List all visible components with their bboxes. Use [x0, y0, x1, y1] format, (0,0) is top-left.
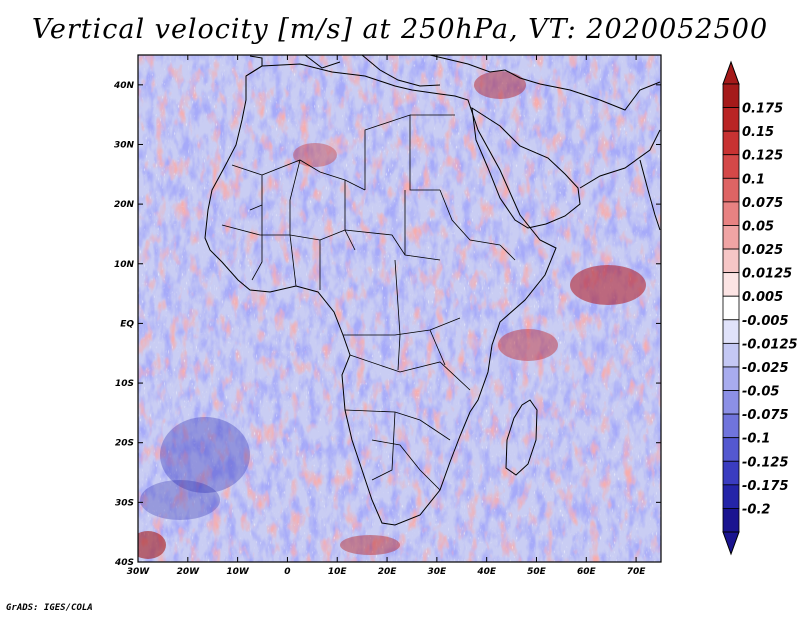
- lat-label: 10N: [114, 260, 135, 270]
- colorbar-swatch: [722, 366, 740, 391]
- colorbar-label: 0.125: [742, 149, 783, 164]
- lat-label: 20N: [114, 200, 135, 210]
- colorbar-label: -0.175: [742, 479, 789, 494]
- lon-label: 10W: [226, 567, 250, 577]
- colorbar-swatch: [722, 484, 740, 509]
- colorbar-swatch: [722, 248, 740, 274]
- strong-ascent-area: [570, 265, 646, 305]
- lon-label: 20W: [177, 567, 201, 577]
- colorbar-swatch: [722, 319, 740, 344]
- colorbar-label: -0.025: [742, 361, 789, 376]
- lat-label: 40S: [114, 558, 134, 568]
- colorbar-label: -0.05: [742, 385, 779, 400]
- velocity-field: [138, 55, 661, 562]
- lat-label: 30S: [115, 498, 134, 508]
- colorbar-swatch: [722, 225, 740, 250]
- colorbar-label: 0.175: [742, 102, 783, 117]
- lon-label: 30W: [127, 567, 151, 577]
- colorbar-swatch: [722, 272, 740, 297]
- colorbar-swatch: [722, 508, 740, 533]
- lon-label: 70E: [627, 567, 647, 577]
- lat-label: 10S: [115, 379, 134, 389]
- lon-label: 50E: [527, 567, 547, 577]
- colorbar-label: 0.05: [742, 219, 774, 234]
- lat-label: 20S: [115, 439, 134, 449]
- colorbar-swatch: [722, 437, 740, 462]
- colorbar-label: 0.025: [742, 243, 783, 258]
- chart-title: Vertical velocity [m/s] at 250hPa, VT: 2…: [31, 14, 769, 45]
- colorbar-label: -0.125: [742, 455, 789, 470]
- descent-swirl: [140, 480, 220, 520]
- colorbar-swatch: [722, 390, 740, 415]
- colorbar-swatch: [722, 83, 740, 108]
- ascent-area: [293, 143, 337, 167]
- colorbar: [722, 60, 740, 556]
- lon-label: 10E: [328, 567, 348, 577]
- colorbar-label: 0.0125: [742, 267, 792, 282]
- coastlines: [204, 55, 661, 526]
- colorbar-swatch: [722, 154, 740, 179]
- colorbar-swatch: [722, 460, 740, 486]
- plot-frame: [137, 54, 662, 563]
- colorbar-swatch: [722, 295, 740, 321]
- ascent-area: [340, 535, 400, 555]
- colorbar-swatch: [722, 130, 740, 156]
- colorbar-label: -0.075: [742, 408, 789, 423]
- colorbar-min-arrow: [722, 531, 740, 556]
- lon-label: 60E: [577, 567, 597, 577]
- colorbar-swatch: [722, 342, 740, 368]
- latitude-labels: 40N 30N 20N 10N EQ 10S 20S 30S 40S: [113, 81, 135, 568]
- colorbar-label: -0.0125: [742, 337, 798, 352]
- colorbar-swatch: [722, 413, 740, 439]
- colorbar-swatch: [722, 177, 740, 203]
- lon-label: 0: [284, 567, 290, 577]
- colorbar-label: -0.2: [742, 502, 770, 517]
- lat-label: EQ: [120, 319, 134, 329]
- colorbar-label: -0.1: [742, 432, 770, 447]
- ascent-area: [498, 329, 558, 361]
- lon-label: 20E: [378, 567, 398, 577]
- colorbar-label: 0.1: [742, 172, 765, 187]
- colorbar-max-arrow: [722, 60, 740, 85]
- country-borders: [221, 114, 516, 491]
- lat-label: 40N: [113, 81, 135, 91]
- colorbar-label: -0.005: [742, 314, 789, 329]
- colorbar-swatch: [722, 201, 740, 226]
- longitude-labels: 30W 20W 10W 0 10E 20E 30E 40E 50E 60E 70E: [127, 567, 647, 577]
- colorbar-label: 0.075: [742, 196, 783, 211]
- descent-swirl: [160, 417, 250, 493]
- grads-credit: GrADS: IGES/COLA: [6, 603, 93, 613]
- colorbar-label: 0.005: [742, 290, 783, 305]
- ascent-area: [474, 71, 526, 99]
- ascent-area: [138, 531, 166, 559]
- lon-label: 40E: [476, 567, 497, 577]
- colorbar-label: 0.15: [742, 125, 774, 140]
- colorbar-swatch: [722, 107, 740, 132]
- colorbar-labels: 0.175 0.15 0.125 0.1 0.075 0.05 0.025 0.0125 0.0…: [742, 102, 798, 518]
- lon-label: 30E: [428, 567, 448, 577]
- lat-label: 30N: [114, 140, 135, 150]
